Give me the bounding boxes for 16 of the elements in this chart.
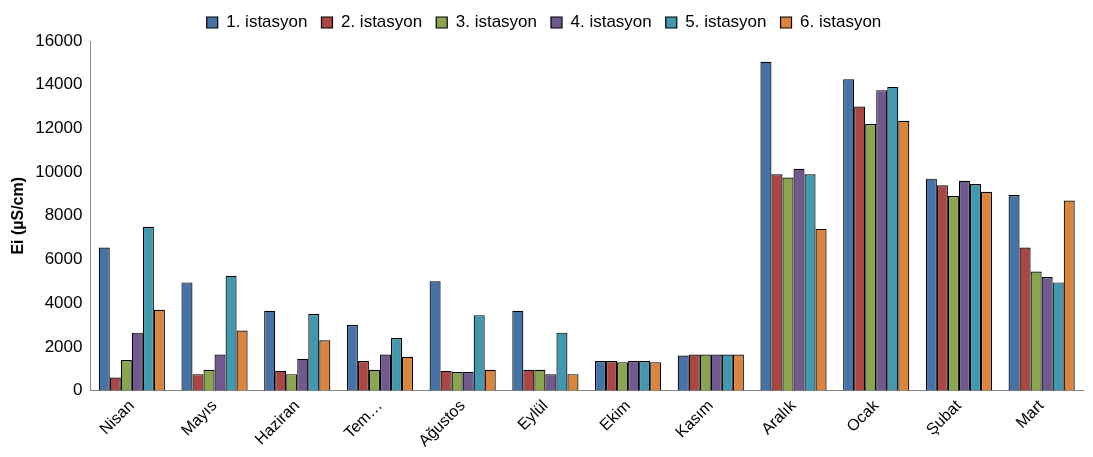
legend-label: 6. istasyon (800, 12, 882, 32)
legend-label: 4. istasyon (570, 12, 652, 32)
y-tick-label: 4000 (44, 292, 83, 312)
y-tick-label: 8000 (44, 205, 83, 225)
legend-label: 3. istasyon (455, 12, 537, 32)
y-tick-label: 16000 (35, 30, 83, 50)
y-tick-label: 0 (73, 380, 83, 400)
y-tick-label: 10000 (35, 161, 83, 181)
y-tick-label: 2000 (44, 336, 83, 356)
legend-label: 2. istasyon (340, 12, 423, 32)
legend-label: 5. istasyon (685, 12, 767, 32)
y-tick-label: 14000 (35, 74, 83, 94)
legend-label: 1. istasyon (226, 12, 308, 32)
y-axis-title: Ei (µS/cm) (9, 176, 27, 255)
y-tick-label: 6000 (44, 249, 83, 269)
y-tick-label: 12000 (35, 118, 83, 138)
